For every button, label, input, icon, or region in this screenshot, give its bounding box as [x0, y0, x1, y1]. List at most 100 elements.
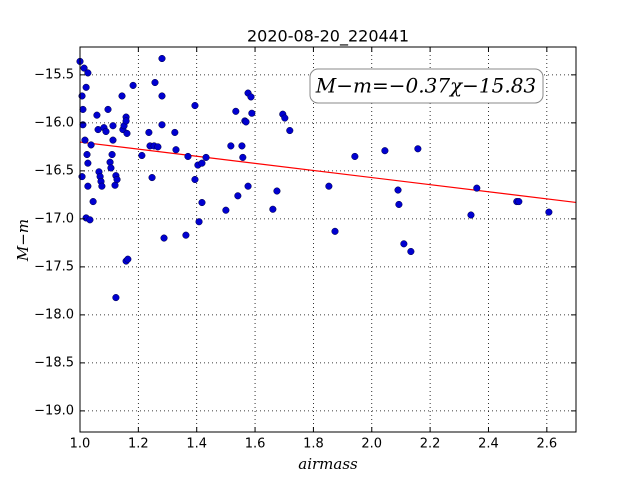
point	[84, 159, 92, 167]
point	[148, 174, 156, 182]
x-tick-label: 1.4	[186, 437, 207, 452]
y-tick-label: −16.0	[34, 115, 74, 130]
point	[234, 192, 242, 200]
point	[238, 142, 246, 150]
point	[191, 175, 199, 184]
y-tick-label: −18.0	[34, 307, 74, 322]
point	[198, 159, 206, 167]
point	[286, 126, 294, 135]
point	[129, 81, 137, 89]
point	[242, 118, 250, 126]
annotation-box	[309, 68, 544, 104]
point	[158, 54, 166, 63]
point	[191, 102, 199, 110]
point	[172, 146, 180, 154]
x-tick-label: 1.6	[245, 437, 266, 452]
axes-frame	[79, 46, 577, 433]
point	[104, 105, 112, 113]
point	[109, 122, 117, 130]
point	[81, 136, 89, 144]
point	[102, 127, 110, 136]
point	[84, 182, 92, 190]
point	[467, 211, 475, 219]
point	[145, 128, 153, 136]
y-tick-label: −17.5	[34, 259, 74, 274]
annotation: M−m=−0.37χ−15.83	[315, 74, 536, 98]
y-tick-label: −18.5	[34, 355, 74, 370]
point	[394, 186, 402, 194]
point	[244, 182, 252, 190]
point	[239, 153, 247, 161]
point	[269, 205, 277, 213]
point	[222, 206, 230, 214]
point	[80, 64, 88, 72]
x-tick-label: 1.2	[128, 437, 149, 452]
point	[473, 184, 481, 192]
x-tick-label: 1.0	[70, 437, 91, 452]
point	[351, 152, 359, 161]
chart-title: 2020-08-20_220441	[247, 27, 409, 47]
point	[545, 208, 553, 216]
point	[86, 216, 94, 224]
point	[171, 128, 179, 136]
point	[182, 231, 190, 239]
point	[160, 234, 168, 242]
y-tick-label: −15.5	[34, 67, 74, 82]
point	[87, 141, 95, 149]
point	[89, 198, 97, 206]
point	[202, 153, 210, 161]
y-tick-label: −17.0	[34, 211, 74, 226]
fit-line	[79, 141, 577, 204]
point	[107, 164, 115, 172]
point	[83, 150, 91, 159]
point	[154, 143, 162, 151]
point	[414, 145, 422, 153]
point	[198, 198, 206, 207]
y-tick-label: −16.5	[34, 163, 74, 178]
point	[248, 109, 256, 117]
x-tick-label: 2.6	[536, 437, 557, 452]
point	[400, 240, 408, 248]
point	[109, 136, 117, 144]
point	[232, 107, 240, 115]
point	[281, 114, 289, 122]
point	[381, 147, 389, 155]
point	[407, 247, 415, 256]
point	[98, 182, 106, 190]
point	[247, 93, 255, 101]
x-axis-label: airmass	[298, 455, 358, 473]
point	[123, 129, 131, 137]
point	[331, 227, 339, 235]
point	[106, 158, 114, 166]
point	[195, 218, 203, 226]
point	[84, 69, 92, 77]
y-tick-label: −19.0	[34, 403, 74, 418]
point	[227, 142, 235, 150]
point	[82, 83, 90, 91]
point	[118, 92, 126, 100]
x-tick-label: 2.4	[478, 437, 499, 452]
point	[151, 78, 159, 87]
point	[325, 182, 333, 190]
plot-area	[76, 47, 577, 432]
point	[158, 121, 166, 129]
point	[93, 111, 101, 119]
point	[113, 175, 121, 184]
point	[158, 92, 166, 100]
point	[79, 105, 87, 113]
x-tick-label: 1.8	[303, 437, 324, 452]
point	[515, 198, 523, 206]
point	[273, 187, 281, 195]
point	[395, 200, 403, 209]
point	[108, 150, 116, 159]
point	[122, 117, 130, 125]
point	[184, 152, 192, 161]
point	[138, 151, 146, 160]
point	[124, 255, 132, 263]
x-tick-label: 2.2	[420, 437, 441, 452]
point	[112, 294, 120, 302]
y-axis-label: M−m	[14, 219, 32, 262]
x-tick-label: 2.0	[361, 437, 382, 452]
